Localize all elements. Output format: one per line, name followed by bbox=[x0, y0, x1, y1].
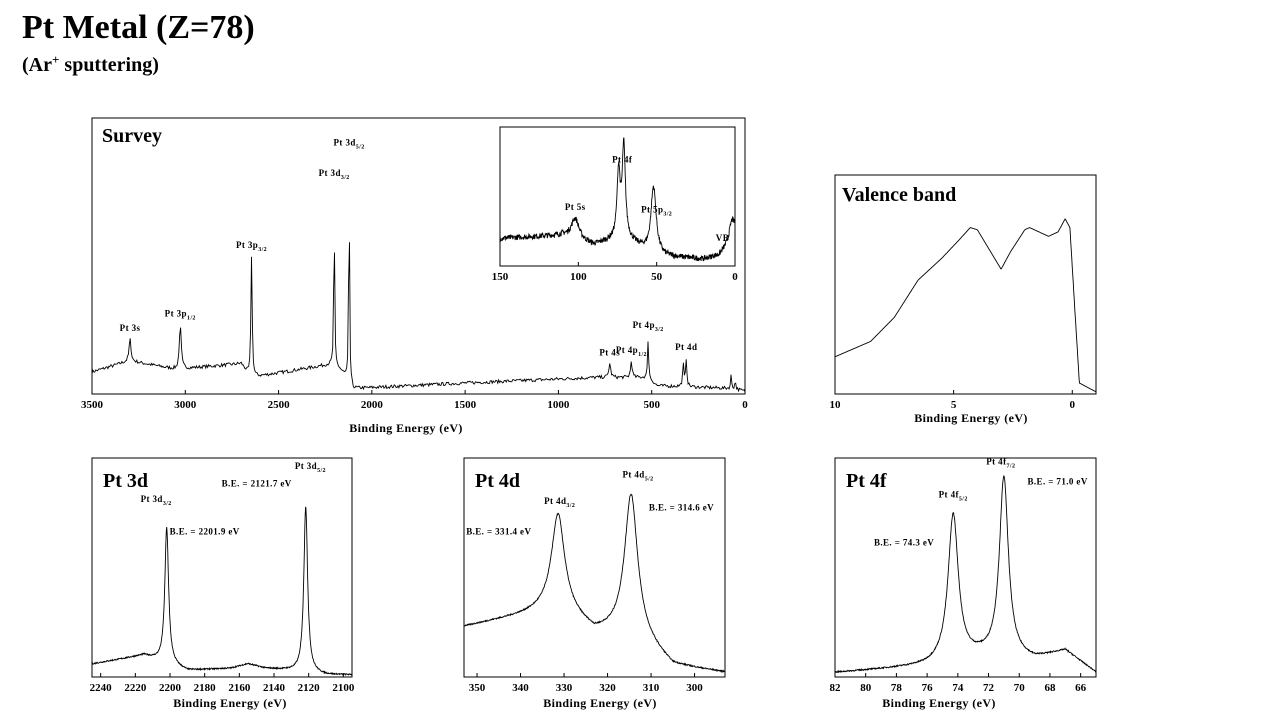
plot-frame bbox=[499, 126, 736, 267]
plot-frame bbox=[834, 457, 1097, 678]
x-tick-label: 500 bbox=[643, 399, 660, 411]
x-tick-label: 2140 bbox=[263, 682, 286, 694]
x-tick-label: 2120 bbox=[298, 682, 321, 694]
x-tick-label: 310 bbox=[643, 682, 660, 694]
x-tick-label: 0 bbox=[732, 271, 738, 283]
page-title: Pt Metal (Z=78) bbox=[22, 9, 255, 46]
x-tick-label: 1500 bbox=[454, 399, 477, 411]
chart-survey-inset: 150 100 50 0 Pt 5s Pt 4f Pt 5p3/2 VB bbox=[492, 126, 738, 283]
x-tick-label: 5 bbox=[951, 399, 957, 411]
peak-label: B.E. = 2121.7 eV bbox=[222, 478, 292, 488]
x-tick-label: 330 bbox=[556, 682, 573, 694]
peak-label: Pt 3p3/2 bbox=[236, 240, 267, 253]
x-tick-label: 2500 bbox=[268, 399, 291, 411]
x-tick-label: 10 bbox=[830, 399, 842, 411]
plot-frame bbox=[91, 457, 353, 678]
x-tick-label: 66 bbox=[1075, 682, 1087, 694]
page-subtitle: (Ar+ sputtering) bbox=[22, 53, 159, 77]
x-tick-label: 72 bbox=[983, 682, 995, 694]
peak-label: VB bbox=[716, 233, 729, 243]
peak-label: Pt 4f7/2 bbox=[986, 457, 1015, 470]
plot-title: Survey bbox=[102, 125, 162, 147]
x-tick-label: 340 bbox=[512, 682, 529, 694]
peak-label: B.E. = 331.4 eV bbox=[466, 527, 531, 537]
plot-title: Valence band bbox=[842, 184, 956, 206]
chart-pt4d: Pt 4d 350 340 330 320 310 300 Binding Energy (e… bbox=[463, 457, 726, 710]
x-axis-label: Binding Energy (eV) bbox=[882, 696, 996, 710]
x-tick-label: 300 bbox=[686, 682, 703, 694]
peak-label: B.E. = 71.0 eV bbox=[1028, 476, 1088, 486]
plot-frame bbox=[463, 457, 726, 678]
spectrum-line bbox=[499, 137, 736, 262]
x-tick-label: 82 bbox=[830, 682, 842, 694]
peak-label: B.E. = 314.6 eV bbox=[649, 503, 714, 513]
plot-title: Pt 3d bbox=[103, 470, 148, 492]
x-tick-label: 150 bbox=[492, 271, 509, 283]
peak-label: Pt 4d bbox=[675, 342, 697, 352]
x-tick-label: 2180 bbox=[194, 682, 217, 694]
peak-label: Pt 3p1/2 bbox=[165, 309, 196, 322]
spectrum-line bbox=[91, 506, 353, 677]
x-tick-label: 0 bbox=[742, 399, 748, 411]
x-tick-label: 1000 bbox=[547, 399, 570, 411]
subtitle-prefix: (Ar bbox=[22, 54, 52, 76]
peak-label: B.E. = 2201.9 eV bbox=[170, 527, 240, 537]
chart-pt3d: Pt 3d 2240 2220 2200 2180 2160 2140 2120 2100 Bin… bbox=[90, 457, 355, 710]
x-axis-label: Binding Energy (eV) bbox=[173, 696, 287, 710]
x-tick-label: 78 bbox=[891, 682, 903, 694]
peak-label: Pt 4d3/2 bbox=[544, 496, 575, 509]
peak-label: Pt 3d5/2 bbox=[295, 461, 326, 474]
peak-label: Pt 4p1/2 bbox=[616, 345, 647, 358]
peak-label: Pt 5p3/2 bbox=[641, 204, 672, 217]
chart-valence: Valence band 10 5 0 Binding Energy (eV) bbox=[830, 174, 1097, 425]
x-axis-label: Binding Energy (eV) bbox=[349, 421, 463, 435]
x-tick-label: 3000 bbox=[174, 399, 197, 411]
x-tick-label: 68 bbox=[1044, 682, 1056, 694]
subtitle-superscript: + bbox=[51, 52, 60, 67]
x-tick-label: 0 bbox=[1070, 399, 1076, 411]
peak-label: Pt 3d5/2 bbox=[334, 137, 365, 150]
spectrum-line bbox=[91, 242, 746, 393]
x-tick-label: 350 bbox=[469, 682, 486, 694]
peak-label: Pt 4p3/2 bbox=[633, 320, 664, 333]
x-tick-label: 2000 bbox=[361, 399, 384, 411]
spectrum-line bbox=[463, 493, 726, 674]
x-tick-label: 2160 bbox=[228, 682, 251, 694]
chart-pt4f: Pt 4f 82 80 78 76 74 72 70 68 66 Binding Energy (e… bbox=[830, 457, 1097, 710]
x-tick-label: 2100 bbox=[332, 682, 355, 694]
x-tick-label: 76 bbox=[922, 682, 934, 694]
x-tick-label: 50 bbox=[651, 271, 663, 283]
plot-title: Pt 4f bbox=[846, 470, 887, 492]
plot-title: Pt 4d bbox=[475, 470, 520, 492]
x-tick-label: 70 bbox=[1014, 682, 1026, 694]
x-tick-label: 2200 bbox=[159, 682, 182, 694]
x-tick-label: 100 bbox=[570, 271, 587, 283]
peak-label: Pt 4f bbox=[612, 154, 633, 164]
plot-frame bbox=[834, 174, 1097, 395]
peak-label: Pt 3d3/2 bbox=[319, 168, 350, 181]
spectrum-line bbox=[834, 474, 1096, 674]
peak-label: Pt 4s bbox=[599, 348, 620, 358]
spectrum-line bbox=[834, 218, 1097, 393]
x-tick-label: 2240 bbox=[90, 682, 113, 694]
subtitle-suffix: sputtering) bbox=[59, 54, 159, 76]
peak-label: Pt 3s bbox=[120, 323, 141, 333]
peak-label: Pt 4d5/2 bbox=[622, 470, 653, 483]
x-tick-label: 2220 bbox=[124, 682, 147, 694]
peak-label: Pt 3d3/2 bbox=[141, 494, 172, 507]
x-axis-label: Binding Energy (eV) bbox=[914, 411, 1028, 425]
x-tick-label: 320 bbox=[599, 682, 616, 694]
peak-label: Pt 4f5/2 bbox=[939, 489, 968, 502]
x-tick-label: 3500 bbox=[81, 399, 104, 411]
x-tick-label: 80 bbox=[860, 682, 872, 694]
peak-label: B.E. = 74.3 eV bbox=[874, 538, 934, 548]
x-axis-label: Binding Energy (eV) bbox=[543, 696, 657, 710]
x-tick-label: 74 bbox=[952, 682, 964, 694]
peak-label: Pt 5s bbox=[565, 202, 586, 212]
